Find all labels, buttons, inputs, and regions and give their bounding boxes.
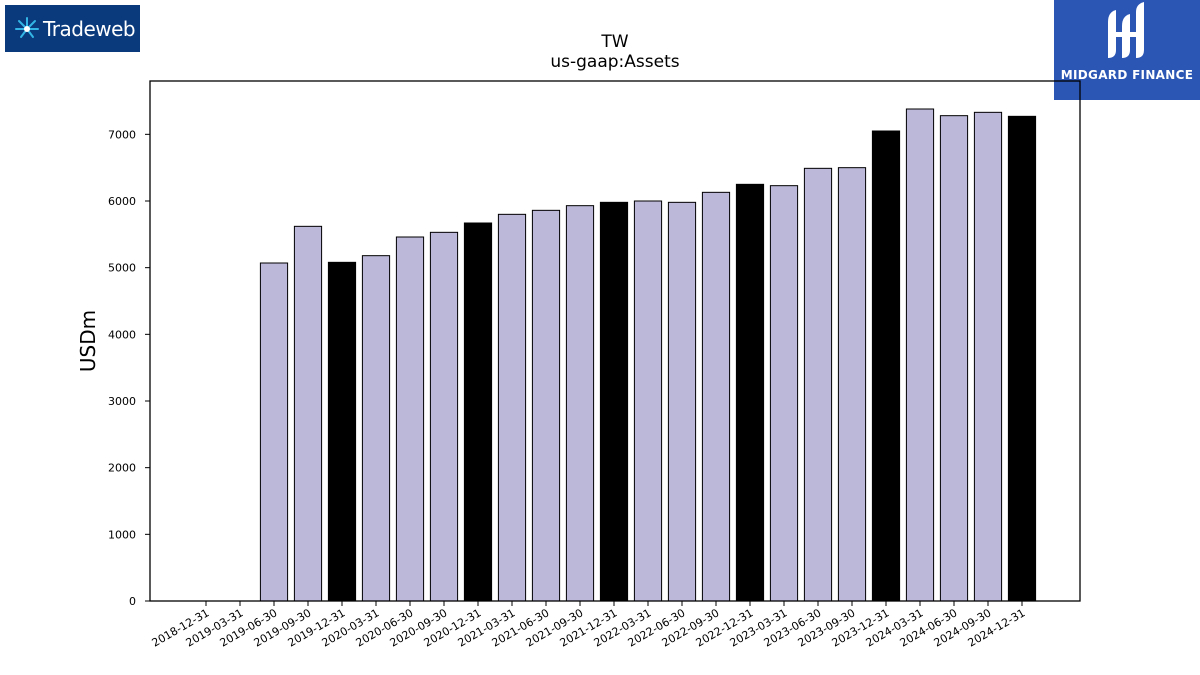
- midgard-logo-text: MIDGARD FINANCE: [1060, 68, 1194, 82]
- y-tick-label: 2000: [108, 462, 136, 475]
- y-tick-label: 6000: [108, 195, 136, 208]
- bar-2022-06-30: [667, 201, 697, 602]
- bar-2019-12-31: [327, 261, 357, 602]
- bar-2020-03-31: [361, 255, 391, 602]
- bar-2019-09-30: [293, 225, 323, 602]
- y-tick-label: 5000: [108, 262, 136, 275]
- y-tick-label: 0: [129, 595, 136, 608]
- bar-2021-03-31: [497, 213, 527, 602]
- y-tick-label: 1000: [108, 528, 136, 541]
- plot-frame: [149, 80, 1081, 602]
- bar-2022-12-31: [735, 183, 765, 602]
- bar-2024-03-31: [905, 108, 935, 602]
- bar-2020-06-30: [395, 236, 425, 602]
- bar-2023-06-30: [803, 167, 833, 602]
- bar-2020-09-30: [429, 231, 459, 602]
- bar-2022-09-30: [701, 191, 731, 602]
- tradeweb-logo-text: Tradeweb: [43, 16, 136, 41]
- bar-2023-03-31: [769, 185, 799, 602]
- bar-2024-09-30: [973, 111, 1003, 602]
- tradeweb-star-icon: [15, 16, 39, 38]
- bar-2023-12-31: [871, 130, 901, 602]
- tradeweb-logo: Tradeweb: [5, 5, 140, 52]
- midgard-finance-logo: MIDGARD FINANCE: [1054, 0, 1200, 100]
- chart-title: TW: [601, 32, 629, 52]
- y-tick-label: 3000: [108, 395, 136, 408]
- y-axis-label: USDm: [76, 310, 100, 372]
- bar-2022-03-31: [633, 200, 663, 602]
- bar-2024-12-31: [1007, 115, 1037, 602]
- midgard-monogram-icon: [1108, 2, 1144, 58]
- bar-2021-12-31: [599, 201, 629, 602]
- y-tick-label: 4000: [108, 328, 136, 341]
- chart-subtitle: us-gaap:Assets: [550, 52, 680, 72]
- bar-2021-06-30: [531, 209, 561, 602]
- bar-2021-09-30: [565, 205, 595, 602]
- y-tick-label: 7000: [108, 128, 136, 141]
- bar-2024-06-30: [939, 115, 969, 602]
- bar-2020-12-31: [463, 222, 493, 602]
- bar-2023-09-30: [837, 167, 867, 602]
- bar-2019-06-30: [259, 262, 289, 602]
